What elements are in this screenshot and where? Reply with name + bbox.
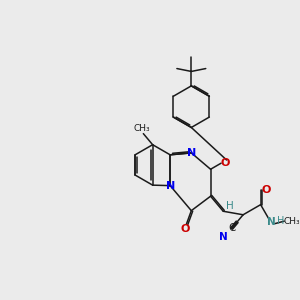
Text: C: C — [228, 224, 235, 233]
Text: O: O — [220, 158, 230, 168]
Text: O: O — [261, 185, 271, 195]
Text: N: N — [166, 181, 175, 190]
Text: CH₃: CH₃ — [284, 217, 300, 226]
Text: N: N — [267, 217, 276, 227]
Text: O: O — [181, 224, 190, 234]
Text: H: H — [277, 216, 284, 226]
Text: H: H — [226, 201, 233, 211]
Text: N: N — [187, 148, 196, 158]
Text: N: N — [219, 232, 228, 242]
Text: CH₃: CH₃ — [134, 124, 150, 133]
